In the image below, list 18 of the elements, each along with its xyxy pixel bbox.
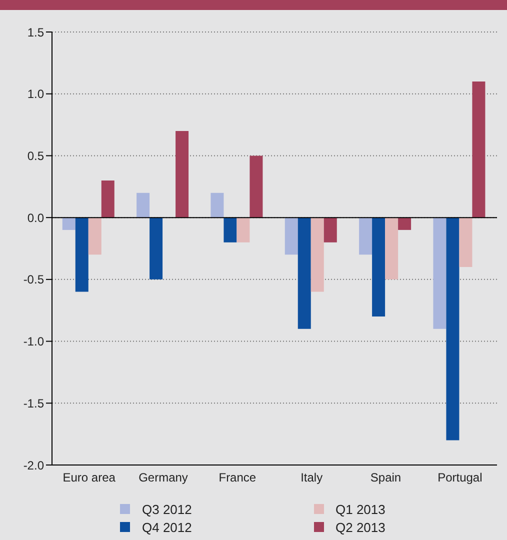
y-tick-label: 1.5 <box>27 25 44 40</box>
y-tick-label: -0.5 <box>23 272 44 287</box>
x-tick-label: Italy <box>300 470 323 485</box>
y-tick-label: -2.0 <box>23 458 44 472</box>
x-tick-label: France <box>218 470 256 485</box>
x-tick-label: Portugal <box>438 470 482 485</box>
y-tick-label: 0.0 <box>27 210 44 225</box>
legend-label: Q4 2012 <box>142 520 192 534</box>
legend-label: Q1 2013 <box>336 502 386 516</box>
x-tick-label: Germany <box>138 470 188 485</box>
legend-label: Q2 2013 <box>336 520 386 534</box>
y-tick-label: -1.0 <box>23 334 44 349</box>
legend-label: Q3 2012 <box>142 502 192 516</box>
y-tick-label: 0.5 <box>27 148 44 163</box>
x-tick-label: Euro area <box>62 470 116 485</box>
x-tick-label: Spain <box>370 470 402 485</box>
y-tick-label: -1.5 <box>23 396 44 410</box>
y-tick-label: 1.0 <box>27 87 44 102</box>
